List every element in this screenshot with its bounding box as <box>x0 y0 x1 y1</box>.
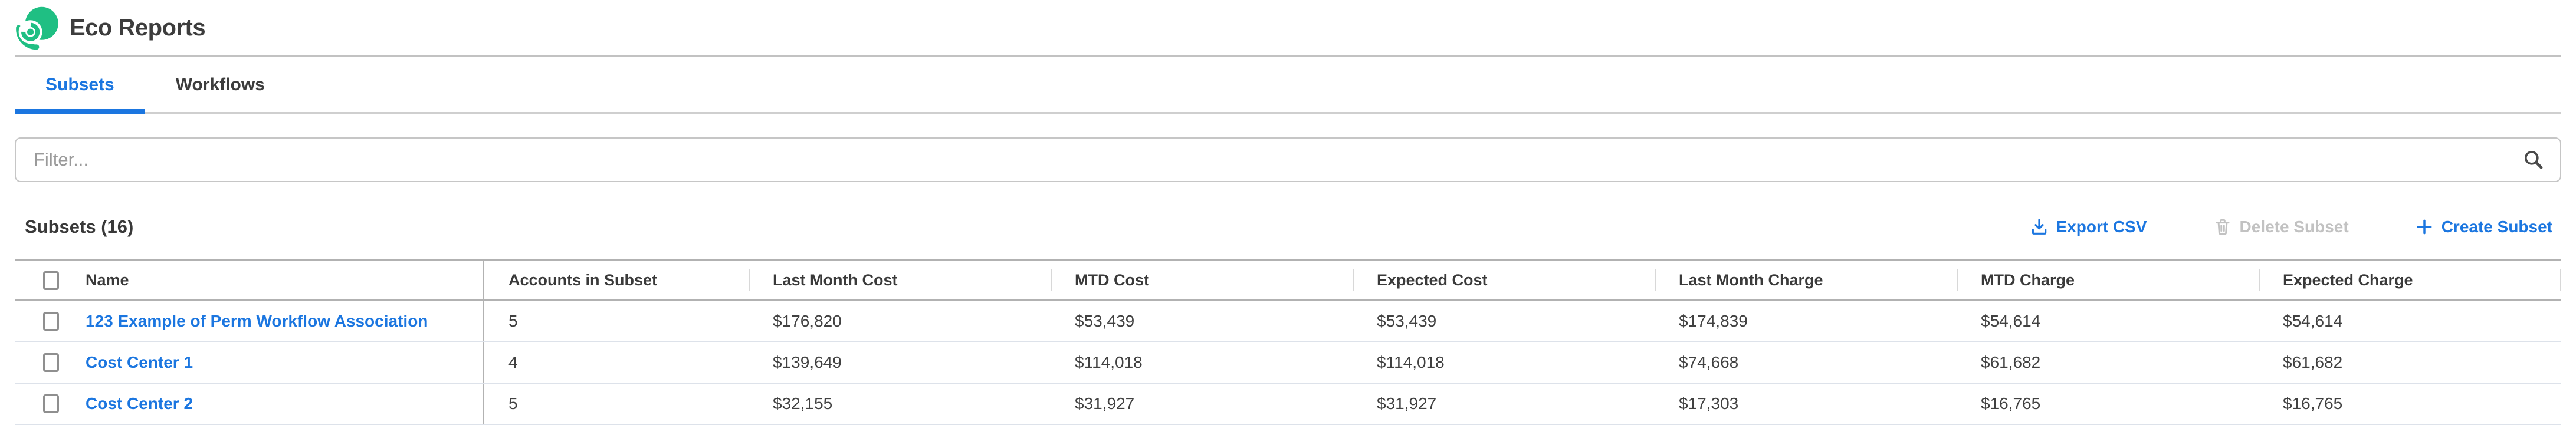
plus-icon <box>2417 219 2432 235</box>
column-header-last-month-charge: Last Month Charge <box>1655 261 1957 299</box>
row-checkbox[interactable] <box>43 312 59 331</box>
table-row: Cost Center 2 5 $32,155 $31,927 $31,927 … <box>15 384 2561 425</box>
accounts-cell: 4 <box>508 353 518 371</box>
expected-cost-cell: $114,018 <box>1377 353 1445 371</box>
last-month-cost-cell: $139,649 <box>773 353 842 371</box>
mtd-charge-cell: $16,765 <box>1981 394 2041 413</box>
trash-icon <box>2216 219 2229 235</box>
subset-link[interactable]: 123 Example of Perm Workflow Association <box>86 312 428 330</box>
row-checkbox[interactable] <box>43 353 59 372</box>
table-row: 123 Example of Perm Workflow Association… <box>15 301 2561 342</box>
section-title: Subsets (16) <box>25 216 134 237</box>
row-checkbox-cell <box>15 342 71 383</box>
export-csv-button[interactable]: Export CSV <box>2030 218 2147 236</box>
subset-name-cell: Cost Center 2 <box>71 384 484 424</box>
subset-name-cell: Cost Center 1 <box>71 342 484 383</box>
subset-link[interactable]: Cost Center 2 <box>86 394 193 413</box>
table-row: Cost Center 1 4 $139,649 $114,018 $114,0… <box>15 342 2561 384</box>
row-checkbox-cell <box>15 384 71 424</box>
accounts-cell: 5 <box>508 312 518 330</box>
row-checkbox[interactable] <box>43 394 59 413</box>
expected-cost-cell: $31,927 <box>1377 394 1437 413</box>
export-csv-label: Export CSV <box>2056 218 2147 236</box>
delete-subset-label: Delete Subset <box>2239 218 2349 236</box>
section-bar: Subsets (16) Export CSV Delete Subset Cr… <box>25 216 2552 238</box>
expected-charge-cell: $16,765 <box>2283 394 2343 413</box>
mtd-cost-cell: $31,927 <box>1075 394 1135 413</box>
mtd-cost-cell: $114,018 <box>1075 353 1143 371</box>
download-icon <box>2032 219 2046 235</box>
delete-subset-button[interactable]: Delete Subset <box>2213 218 2349 236</box>
expected-charge-cell: $61,682 <box>2283 353 2343 371</box>
column-header-expected-cost: Expected Cost <box>1353 261 1655 299</box>
column-header-accounts-in-subset: Accounts in Subset <box>508 271 658 289</box>
last-month-cost-cell: $32,155 <box>773 394 833 413</box>
header-divider <box>15 55 2561 57</box>
filter-container <box>15 137 2561 182</box>
search-icon <box>2525 151 2543 169</box>
eco-swirl-icon <box>16 6 58 50</box>
column-header-expected-charge: Expected Charge <box>2259 261 2561 299</box>
create-subset-label: Create Subset <box>2441 218 2552 236</box>
column-header-mtd-cost: MTD Cost <box>1051 261 1353 299</box>
create-subset-button[interactable]: Create Subset <box>2415 218 2552 236</box>
action-buttons: Export CSV Delete Subset Create Subset <box>2030 218 2552 236</box>
last-month-charge-cell: $174,839 <box>1679 312 1748 330</box>
column-header-mtd-charge: MTD Charge <box>1957 261 2259 299</box>
last-month-cost-cell: $176,820 <box>773 312 842 330</box>
subset-link[interactable]: Cost Center 1 <box>86 353 193 371</box>
last-month-charge-cell: $17,303 <box>1679 394 1739 413</box>
mtd-charge-cell: $54,614 <box>1981 312 2041 330</box>
row-checkbox-cell <box>15 301 71 341</box>
accounts-cell: 5 <box>508 394 518 413</box>
tab-subsets[interactable]: Subsets <box>15 57 145 114</box>
page-title: Eco Reports <box>70 14 206 41</box>
column-header-last-month-cost: Last Month Cost <box>749 261 1051 299</box>
tab-bar: Subsets Workflows <box>15 57 2561 114</box>
app-header: Eco Reports <box>0 0 2576 55</box>
table-header-row: Name Accounts in Subset Last Month Cost … <box>15 261 2561 301</box>
subsets-table: Name Accounts in Subset Last Month Cost … <box>15 259 2561 425</box>
subset-name-cell: 123 Example of Perm Workflow Association <box>71 301 484 341</box>
select-all-checkbox[interactable] <box>43 271 59 290</box>
select-all-cell <box>15 261 71 299</box>
mtd-cost-cell: $53,439 <box>1075 312 1135 330</box>
last-month-charge-cell: $74,668 <box>1679 353 1739 371</box>
expected-cost-cell: $53,439 <box>1377 312 1437 330</box>
column-header-name: Name <box>71 261 484 299</box>
tab-workflows[interactable]: Workflows <box>175 74 265 94</box>
filter-input[interactable] <box>15 137 2561 182</box>
expected-charge-cell: $54,614 <box>2283 312 2343 330</box>
mtd-charge-cell: $61,682 <box>1981 353 2041 371</box>
